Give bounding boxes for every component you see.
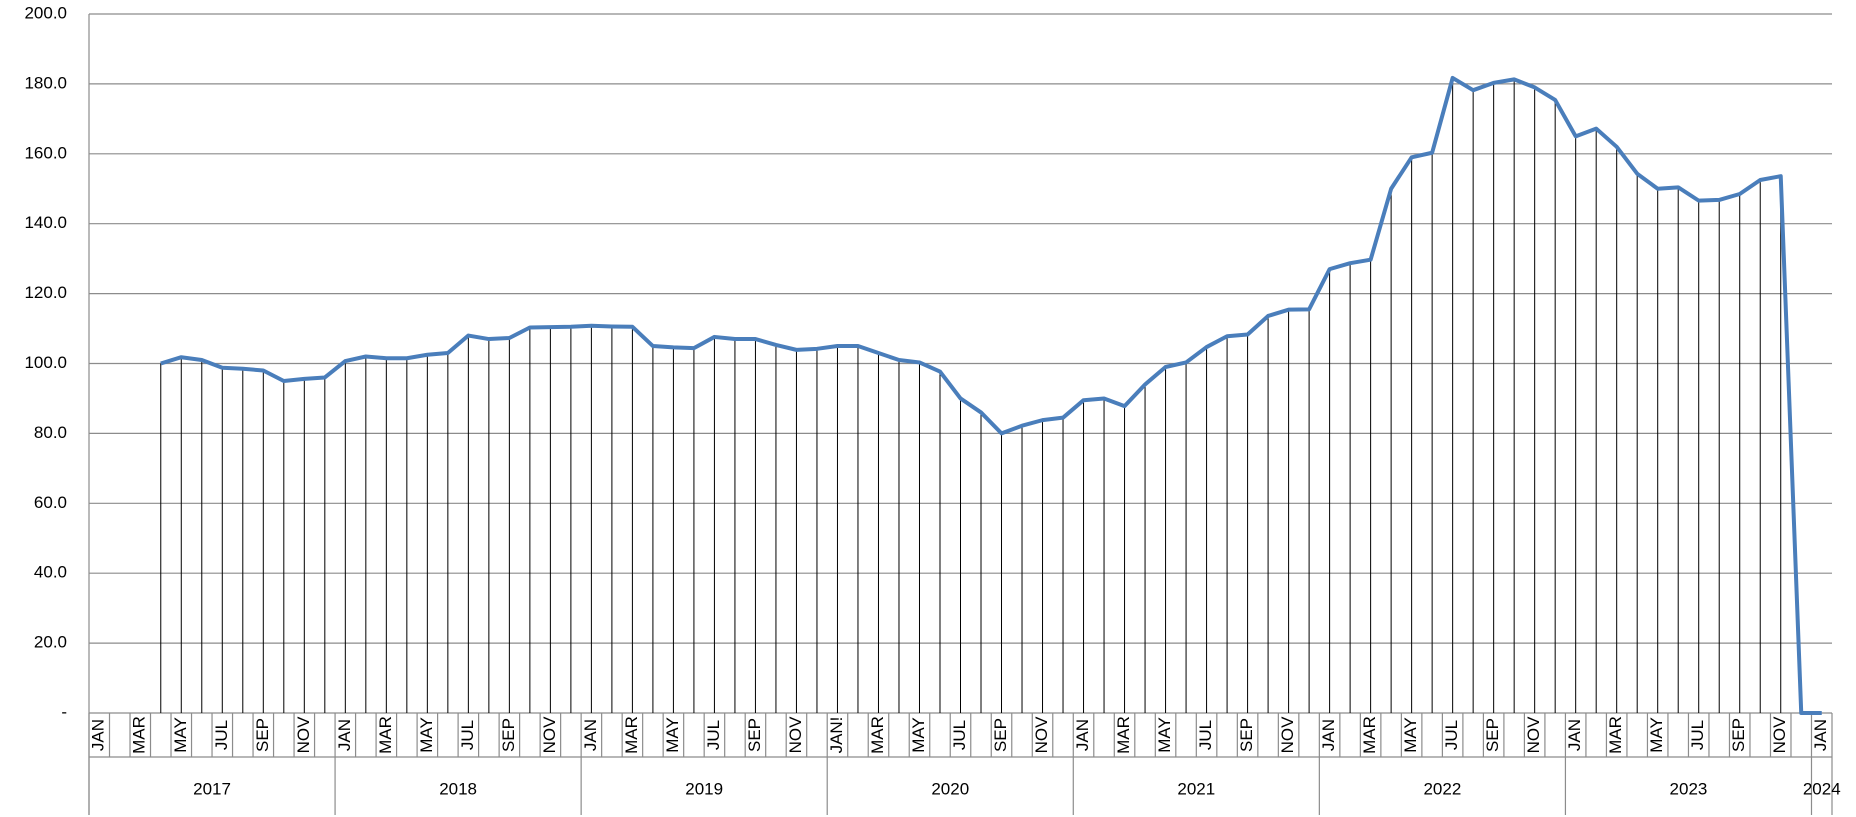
x-tick-label: JUL: [458, 720, 477, 750]
x-tick-label: MAR: [1114, 716, 1133, 754]
x-tick-label: NOV: [294, 716, 313, 754]
x-tick-label: MAY: [1155, 717, 1174, 753]
x-tick-label: SEP: [1729, 718, 1748, 752]
x-group-label: 2020: [931, 779, 969, 798]
x-tick-label: JAN: [581, 719, 600, 751]
x-tick-label: MAY: [171, 717, 190, 753]
x-tick-label: NOV: [1770, 716, 1789, 754]
y-tick-label: 180.0: [24, 73, 67, 92]
x-tick-label: MAR: [130, 716, 149, 754]
x-tick-label: MAR: [622, 716, 641, 754]
x-tick-label: JUL: [212, 720, 231, 750]
y-tick-label: 60.0: [34, 493, 67, 512]
x-tick-label: SEP: [991, 718, 1010, 752]
x-tick-label: JUL: [1442, 720, 1461, 750]
x-tick-label: JAN!: [827, 717, 846, 754]
x-tick-label: JAN: [1565, 719, 1584, 751]
y-tick-label: 100.0: [24, 353, 67, 372]
x-tick-label: MAY: [417, 717, 436, 753]
x-tick-label: MAR: [376, 716, 395, 754]
x-tick-label: NOV: [1524, 716, 1543, 754]
x-tick-label: NOV: [1032, 716, 1051, 754]
y-tick-label: 160.0: [24, 143, 67, 162]
x-tick-label: JAN: [335, 719, 354, 751]
x-group-label: 2019: [685, 779, 723, 798]
x-tick-label: MAY: [1401, 717, 1420, 753]
x-tick-label: NOV: [540, 716, 559, 754]
x-tick-label: SEP: [1483, 718, 1502, 752]
x-tick-label: NOV: [786, 716, 805, 754]
x-tick-label: NOV: [1278, 716, 1297, 754]
x-group-label: 2017: [193, 779, 231, 798]
x-group-label: 2023: [1670, 779, 1708, 798]
y-tick-label: 140.0: [24, 213, 67, 232]
x-group-label: 2021: [1177, 779, 1215, 798]
x-tick-label: SEP: [1237, 718, 1256, 752]
y-tick-label: -: [61, 702, 67, 721]
x-tick-label: JUL: [1196, 720, 1215, 750]
y-tick-label: 20.0: [34, 633, 67, 652]
x-tick-label: JUL: [1688, 720, 1707, 750]
x-tick-label: JAN: [1811, 719, 1830, 751]
x-tick-label: JUL: [950, 720, 969, 750]
data-line: [160, 75, 1822, 715]
x-group-label: 2024: [1803, 779, 1841, 798]
x-tick-label: MAR: [1360, 716, 1379, 754]
y-tick-label: 120.0: [24, 283, 67, 302]
x-tick-label: SEP: [253, 718, 272, 752]
y-tick-label: 80.0: [34, 423, 67, 442]
x-tick-label: MAR: [868, 716, 887, 754]
x-tick-label: MAR: [1606, 716, 1625, 754]
x-tick-label: MAY: [1647, 717, 1666, 753]
x-tick-label: JAN: [89, 719, 108, 751]
y-tick-label: 40.0: [34, 563, 67, 582]
x-group-label: 2018: [439, 779, 477, 798]
y-tick-label: 200.0: [24, 3, 67, 22]
x-tick-label: MAY: [909, 717, 928, 753]
x-group-label: 2022: [1423, 779, 1461, 798]
x-tick-label: MAY: [663, 717, 682, 753]
x-tick-label: JUL: [704, 720, 723, 750]
x-tick-label: JAN: [1319, 719, 1338, 751]
x-tick-label: SEP: [745, 718, 764, 752]
x-tick-label: JAN: [1073, 719, 1092, 751]
x-tick-label: SEP: [499, 718, 518, 752]
